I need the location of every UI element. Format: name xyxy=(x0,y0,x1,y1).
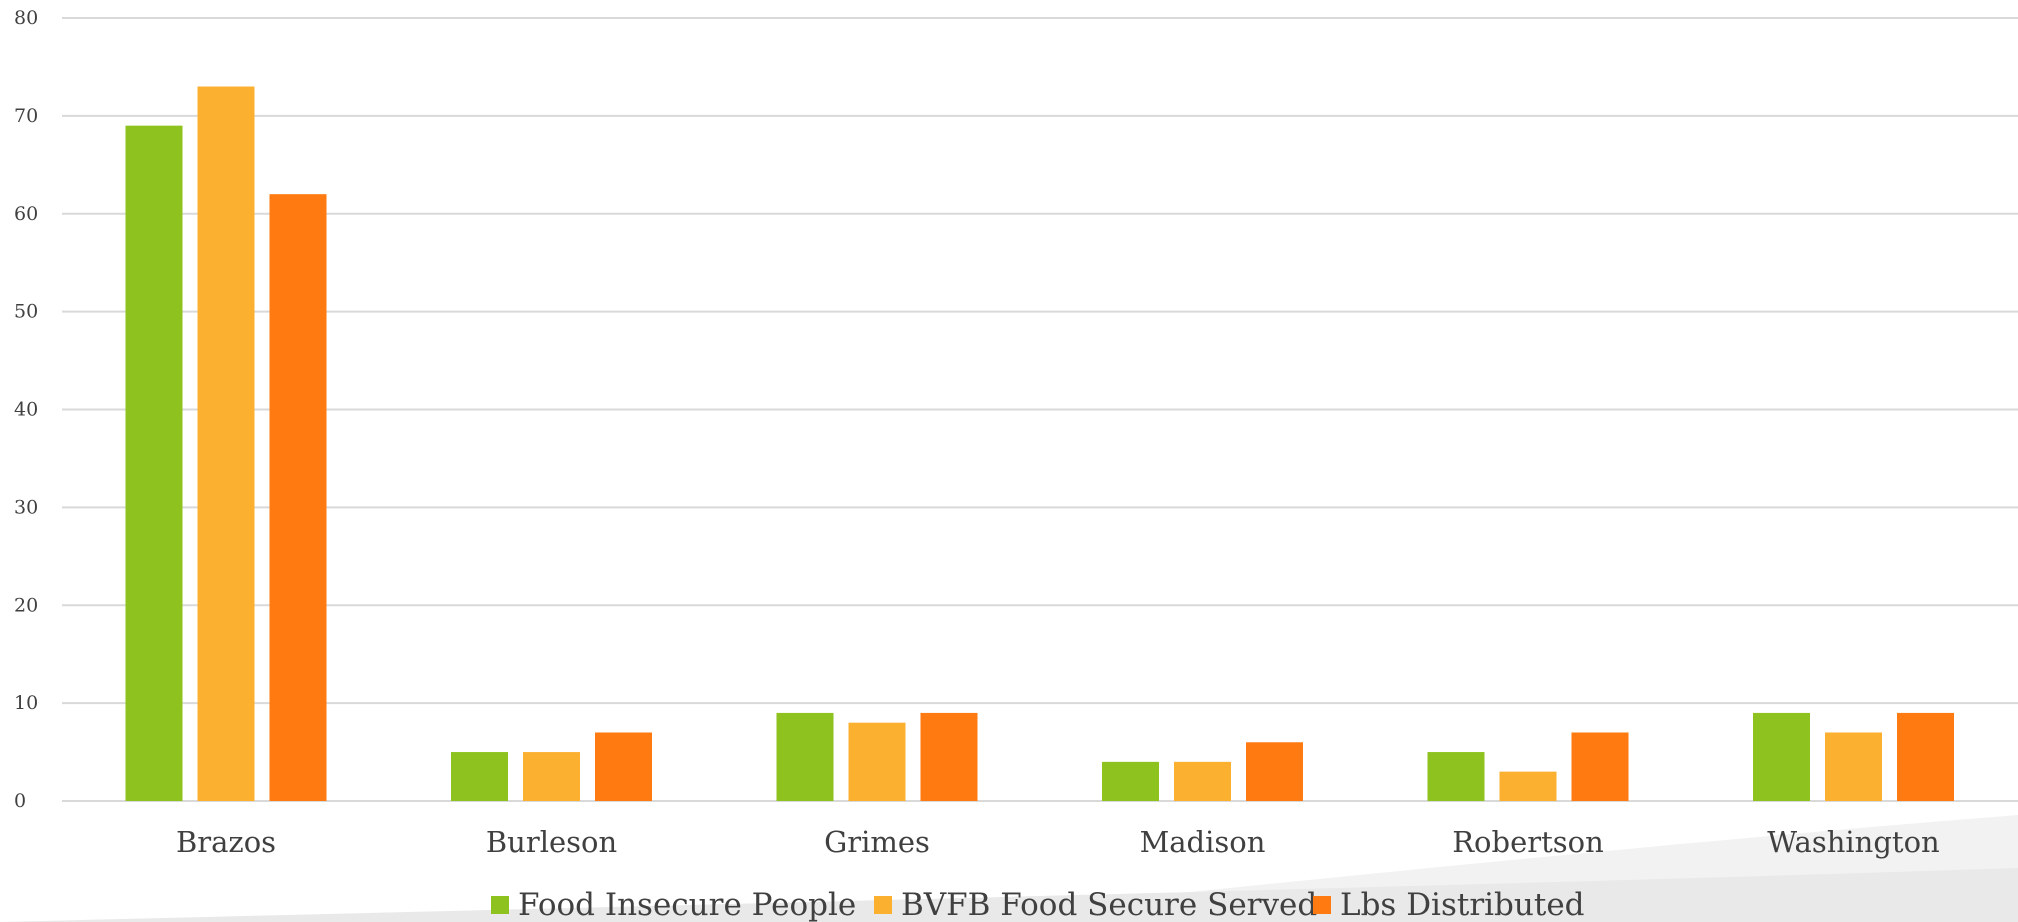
legend-label: Lbs Distributed xyxy=(1340,887,1585,922)
x-category-label: Washington xyxy=(1767,825,1939,859)
bar xyxy=(197,86,255,801)
bar xyxy=(125,125,183,802)
bar xyxy=(920,712,978,801)
legend: Food Insecure People BVFB Food Secure Ser… xyxy=(491,887,1585,922)
y-tick-label: 50 xyxy=(14,301,38,323)
y-tick-label: 20 xyxy=(14,594,38,616)
x-category-label: Brazos xyxy=(176,825,276,859)
bar xyxy=(1174,761,1231,801)
x-category-label: Madison xyxy=(1140,825,1266,859)
bars xyxy=(125,86,1954,802)
bar xyxy=(1427,752,1485,801)
legend-swatch xyxy=(874,896,892,914)
bar xyxy=(1825,732,1882,801)
y-tick-label: 0 xyxy=(14,790,26,812)
bar xyxy=(1753,712,1810,801)
bar xyxy=(776,712,834,801)
bar xyxy=(269,194,327,802)
gridlines xyxy=(62,17,2018,802)
x-category-label: Robertson xyxy=(1452,825,1604,859)
y-tick-label: 70 xyxy=(14,105,38,127)
legend-swatch xyxy=(1313,896,1331,914)
bar xyxy=(595,732,652,801)
bar xyxy=(1102,761,1159,801)
y-axis-tick-labels: 0 10 20 30 40 50 60 70 80 xyxy=(14,7,38,812)
bar xyxy=(1499,771,1557,801)
y-tick-label: 10 xyxy=(14,692,38,714)
bar xyxy=(1246,742,1303,801)
bar xyxy=(848,722,906,801)
legend-swatch xyxy=(491,896,509,914)
x-category-label: Grimes xyxy=(824,825,930,859)
decor-swoosh-lower xyxy=(0,868,2018,922)
bar xyxy=(1897,712,1954,801)
background-decoration xyxy=(0,815,2018,922)
bar xyxy=(451,752,508,801)
y-tick-label: 30 xyxy=(14,496,38,518)
y-tick-label: 60 xyxy=(14,203,38,225)
bar xyxy=(1571,732,1629,801)
y-tick-label: 80 xyxy=(14,7,38,29)
legend-label: Food Insecure People xyxy=(518,887,856,922)
legend-label: BVFB Food Secure Served xyxy=(901,887,1317,922)
x-axis-category-labels: Brazos Burleson Grimes Madison Robertson Wash… xyxy=(176,825,1940,859)
x-category-label: Burleson xyxy=(486,825,617,859)
y-tick-label: 40 xyxy=(14,399,38,421)
bar xyxy=(523,752,580,801)
